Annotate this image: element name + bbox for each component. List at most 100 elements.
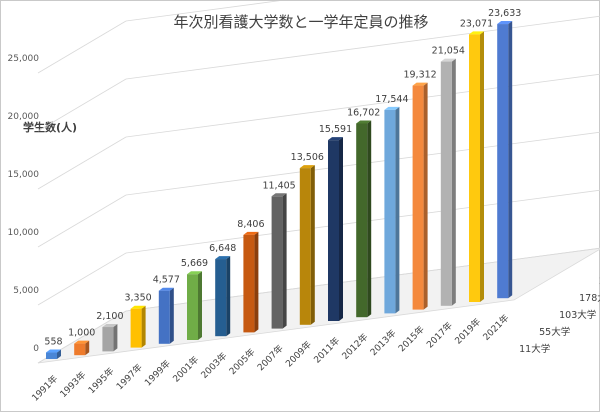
depth-label: 55大学 xyxy=(539,326,570,338)
bar-side xyxy=(85,340,90,356)
x-tick-label: 2005年 xyxy=(226,346,257,377)
bar xyxy=(130,305,146,348)
data-label: 11,405 xyxy=(262,180,295,191)
bar-front xyxy=(497,24,509,299)
bar-top xyxy=(384,106,400,110)
chart-floor xyxy=(37,247,600,364)
y-tick-label: 5,000 xyxy=(13,286,39,296)
bar xyxy=(158,287,174,344)
bar xyxy=(356,120,372,318)
bar-front xyxy=(102,327,114,352)
x-tick-label: 2021年 xyxy=(480,312,511,343)
bar xyxy=(102,324,118,352)
bar xyxy=(440,58,456,306)
bar-side xyxy=(226,256,231,337)
bar-top xyxy=(328,137,343,141)
bar-front xyxy=(469,34,480,302)
bar-side xyxy=(310,165,315,325)
x-tick-label: 2007年 xyxy=(255,342,286,373)
bar xyxy=(328,137,343,321)
bar-side xyxy=(367,120,372,318)
data-label: 19,312 xyxy=(403,70,436,81)
bar-side xyxy=(254,231,259,333)
data-label: 5,669 xyxy=(181,258,208,269)
x-tick-label: 2011年 xyxy=(311,335,342,366)
bar-front xyxy=(46,352,57,359)
x-tick-label: 2003年 xyxy=(198,350,229,381)
y-tick-label: 10,000 xyxy=(8,228,40,238)
gridline-depth xyxy=(37,194,127,248)
bar-front xyxy=(158,290,170,344)
gridline-depth xyxy=(37,20,127,74)
x-tick-label: 1999年 xyxy=(142,357,173,388)
bar xyxy=(243,231,259,333)
bar-side xyxy=(113,324,118,352)
depth-label: 178大学 xyxy=(579,292,600,304)
bar-top xyxy=(469,31,484,35)
data-label: 558 xyxy=(44,337,62,348)
bar xyxy=(271,193,287,329)
data-label: 15,591 xyxy=(319,124,352,135)
bar xyxy=(299,165,315,325)
depth-label: 11大学 xyxy=(519,343,550,355)
bar-top xyxy=(130,305,146,309)
bar xyxy=(187,271,202,340)
bar-side xyxy=(395,106,400,314)
gridline xyxy=(125,73,600,138)
x-tick-label: 2012年 xyxy=(339,331,370,362)
data-label: 23,071 xyxy=(460,18,493,29)
bar-top xyxy=(158,287,174,291)
gridline xyxy=(125,1,281,22)
data-label: 23,633 xyxy=(488,8,521,19)
bar-top xyxy=(215,256,231,260)
bar-front xyxy=(412,85,424,310)
bar xyxy=(469,31,484,302)
bar-front xyxy=(299,168,311,325)
bar-side xyxy=(451,58,456,306)
data-label: 17,544 xyxy=(375,94,408,105)
data-label: 4,577 xyxy=(153,275,180,286)
data-label: 13,506 xyxy=(291,152,324,163)
bar-top xyxy=(497,21,513,25)
bar-side xyxy=(508,21,513,299)
bar-front xyxy=(328,140,339,321)
bar-top xyxy=(243,231,259,235)
bar-front xyxy=(440,61,452,306)
bar xyxy=(46,349,61,359)
bar xyxy=(74,340,90,356)
bar-front xyxy=(74,343,86,356)
bar-front xyxy=(384,109,396,314)
bar xyxy=(497,21,513,299)
bar-top xyxy=(356,120,372,124)
x-tick-label: 1997年 xyxy=(114,361,145,392)
data-label: 3,350 xyxy=(124,293,151,304)
y-axis-label: 学生数(人) xyxy=(23,120,77,134)
bar-top xyxy=(299,165,315,169)
bar-top xyxy=(74,340,90,344)
bar-front xyxy=(130,308,142,348)
bar-front xyxy=(271,196,283,329)
bar-front xyxy=(356,123,368,318)
data-label: 6,648 xyxy=(209,243,236,254)
bar-top xyxy=(440,58,456,62)
x-tick-label: 2013年 xyxy=(367,327,398,358)
bar-side xyxy=(141,305,146,348)
bar-top xyxy=(102,324,118,328)
gridline-depth xyxy=(37,136,127,190)
bar-top xyxy=(46,349,61,353)
depth-label: 103大学 xyxy=(559,309,596,321)
bar-side xyxy=(57,349,61,359)
bar-top xyxy=(271,193,287,197)
y-tick-label: 0 xyxy=(33,344,39,354)
y-tick-label: 15,000 xyxy=(8,170,40,180)
bar-side xyxy=(339,137,343,321)
gridline xyxy=(125,15,600,80)
bar-side xyxy=(480,31,484,302)
bar xyxy=(384,106,400,314)
bar xyxy=(215,256,231,337)
x-tick-label: 2001年 xyxy=(170,354,201,385)
bar-top xyxy=(187,271,202,275)
x-tick-label: 2017年 xyxy=(424,319,455,350)
